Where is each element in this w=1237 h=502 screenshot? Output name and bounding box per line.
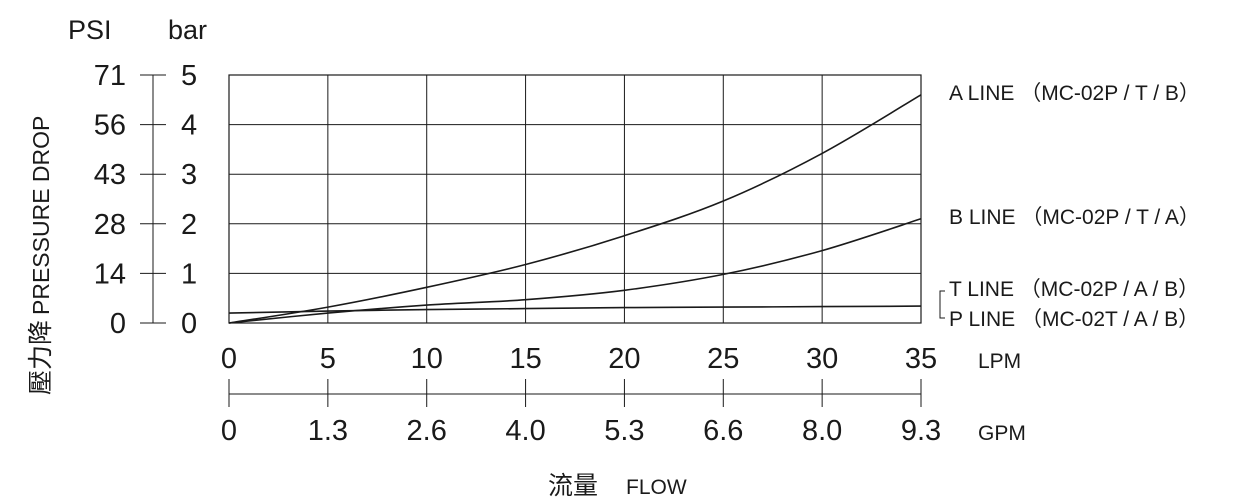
x-tick-label-gpm: 1.3 <box>308 415 348 447</box>
gpm-unit-label: GPM <box>978 422 1026 445</box>
y-tick-label-psi: 28 <box>94 209 126 241</box>
y-tick-label-bar: 1 <box>181 258 197 290</box>
y-tick-label-psi: 14 <box>94 258 126 290</box>
x-axes: 0 0 5 1.3 10 2.6 15 4.0 20 5.3 25 6.6 30 8.0 35 9.3 <box>221 343 941 447</box>
x-tick-label-lpm: 35 <box>905 343 937 375</box>
series-label-b-line: B LINE （MC-02P / T / A） <box>949 206 1200 229</box>
y-tick-label-psi: 0 <box>110 308 126 340</box>
lpm-unit-label: LPM <box>978 350 1021 373</box>
x-tick-label-gpm: 6.6 <box>703 415 743 447</box>
y-axis-title-cjk: 壓力降 <box>27 320 55 395</box>
series-label-a-line: A LINE （MC-02P / T / B） <box>949 82 1200 105</box>
series-label-t-line: T LINE （MC-02P / A / B） <box>949 278 1199 301</box>
y-tick-label-bar: 5 <box>181 60 197 92</box>
y-axis-title-en: PRESSURE DROP <box>28 116 54 315</box>
x-tick-label-lpm: 5 <box>320 343 336 375</box>
series-line-a <box>228 94 922 324</box>
psi-unit-label: PSI <box>68 15 112 45</box>
x-tick-label-gpm: 2.6 <box>407 415 447 447</box>
y-tick-label-psi: 56 <box>94 110 126 142</box>
y-axis-title: 壓力降 PRESSURE DROP <box>27 116 55 395</box>
x-tick-label-gpm: 9.3 <box>901 415 941 447</box>
y-tick-label-psi: 71 <box>94 60 126 92</box>
bar-unit-label: bar <box>168 15 207 45</box>
series-line-t-p <box>228 305 922 314</box>
x-tick-label-lpm: 0 <box>221 343 237 375</box>
y-tick-label-psi: 43 <box>94 159 126 191</box>
x-axis-title-cjk: 流量 <box>548 472 598 500</box>
tp-line-bracket <box>939 290 945 319</box>
x-tick-label-gpm: 0 <box>221 415 237 447</box>
x-tick-label-gpm: 4.0 <box>505 415 545 447</box>
x-tick-label-gpm: 8.0 <box>802 415 842 447</box>
grid-lines <box>229 75 921 323</box>
y-tick-label-bar: 4 <box>181 110 197 142</box>
y-axes: 0 0 1 14 2 28 3 43 4 56 5 71 <box>94 60 197 340</box>
x-axis-title-en: FLOW <box>626 476 687 499</box>
x-tick-label-lpm: 20 <box>608 343 640 375</box>
x-tick-label-lpm: 10 <box>411 343 443 375</box>
x-tick-label-lpm: 30 <box>806 343 838 375</box>
x-tick-label-lpm: 25 <box>707 343 739 375</box>
x-tick-label-lpm: 15 <box>509 343 541 375</box>
y-tick-label-bar: 0 <box>181 308 197 340</box>
y-tick-label-bar: 2 <box>181 209 197 241</box>
series-label-p-line: P LINE （MC-02T / A / B） <box>949 308 1199 331</box>
series-lines <box>228 94 922 324</box>
series-line-b <box>228 218 922 324</box>
y-tick-label-bar: 3 <box>181 159 197 191</box>
plot-frame <box>228 74 922 324</box>
x-tick-label-gpm: 5.3 <box>604 415 644 447</box>
